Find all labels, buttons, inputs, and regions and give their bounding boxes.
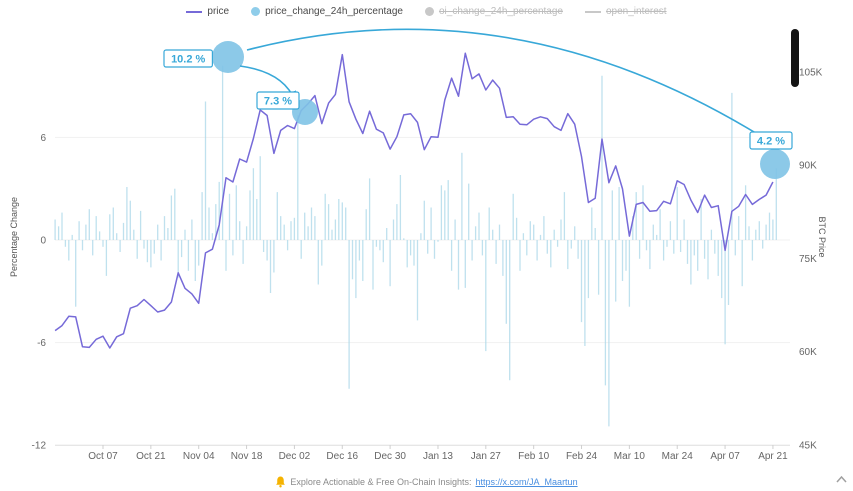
x-tick-label: Nov 04	[183, 451, 215, 462]
chart-legend: price price_change_24h_percentage oi_cha…	[0, 6, 853, 17]
y-left-tick-label: -12	[32, 441, 47, 452]
x-tick-label: Nov 18	[231, 451, 263, 462]
footer: Explore Actionable & Free On-Chain Insig…	[0, 476, 853, 488]
x-tick-label: Oct 21	[136, 451, 166, 462]
x-tick-label: Apr 21	[758, 451, 788, 462]
footer-link[interactable]: https://x.com/JA_Maartun	[475, 477, 578, 487]
annotation-label-box	[256, 91, 300, 110]
price-line	[54, 52, 774, 349]
annotation-bubble	[212, 41, 244, 73]
bell-icon	[276, 476, 286, 488]
y-right-tick-label: 105K	[799, 67, 823, 78]
x-tick-label: Apr 07	[710, 451, 740, 462]
legend-item-label: open_interest	[605, 6, 667, 17]
legend-item-price[interactable]: price	[186, 6, 229, 17]
annotation-label-box	[163, 49, 214, 68]
y-left-tick-label: 0	[40, 236, 46, 247]
y-right-tick-label: 45K	[799, 441, 817, 452]
open-interest-line-swatch	[584, 10, 601, 13]
y-right-tick-label: 75K	[799, 254, 817, 265]
x-tick-label: Feb 10	[518, 451, 550, 462]
annotation-label: 4.2 %	[757, 136, 785, 148]
annotation-label-box	[749, 131, 793, 150]
annotation-label: 7.3 %	[264, 96, 292, 108]
price-line-swatch	[186, 10, 203, 13]
annotation-bubble	[760, 149, 790, 179]
x-tick-label: Dec 02	[279, 451, 311, 462]
x-tick-label: Mar 24	[662, 451, 694, 462]
right-axis-title: BTC Price	[817, 216, 827, 258]
x-tick-label: Mar 10	[614, 451, 646, 462]
legend-item-oi-change[interactable]: oi_change_24h_percentage	[424, 6, 563, 17]
x-tick-label: Feb 24	[566, 451, 598, 462]
legend-item-label: price	[207, 6, 230, 17]
x-tick-label: Jan 27	[471, 451, 501, 462]
price-change-dot-swatch	[251, 7, 261, 16]
y-left-tick-label: 6	[40, 133, 46, 144]
scrollbar-thumb[interactable]	[791, 29, 799, 87]
y-right-tick-label: 90K	[799, 161, 817, 172]
x-tick-label: Dec 16	[326, 451, 358, 462]
x-tick-label: Dec 30	[374, 451, 406, 462]
x-tick-label: Jan 13	[423, 451, 453, 462]
x-tick-label: Oct 07	[88, 451, 118, 462]
scroll-corner-icon[interactable]	[835, 471, 848, 489]
annotation-arrow	[246, 28, 780, 148]
oi-change-dot-swatch	[424, 7, 434, 16]
y-right-tick-label: 60K	[799, 347, 817, 358]
y-left-tick-label: -6	[37, 338, 46, 349]
legend-item-label: price_change_24h_percentage	[265, 6, 403, 17]
annotation-label: 10.2 %	[171, 54, 205, 66]
legend-item-open-interest[interactable]: open_interest	[584, 6, 667, 17]
left-axis-title: Percentage Change	[9, 196, 19, 278]
legend-item-label: oi_change_24h_percentage	[438, 6, 563, 17]
legend-item-price-change[interactable]: price_change_24h_percentage	[251, 6, 403, 17]
footer-text: Explore Actionable & Free On-Chain Insig…	[290, 477, 472, 487]
